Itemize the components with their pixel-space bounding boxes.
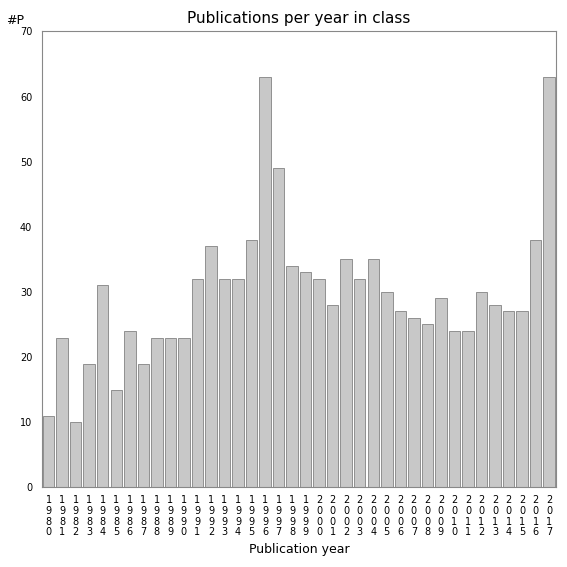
Bar xyxy=(422,324,433,487)
Text: #P: #P xyxy=(6,14,24,27)
Bar xyxy=(138,363,149,487)
Bar xyxy=(327,305,338,487)
Bar xyxy=(543,77,555,487)
Bar xyxy=(408,318,420,487)
Bar xyxy=(354,279,366,487)
Bar xyxy=(489,305,501,487)
Bar xyxy=(448,331,460,487)
Bar xyxy=(43,416,54,487)
Bar xyxy=(232,279,244,487)
Bar xyxy=(70,422,82,487)
Bar xyxy=(381,292,392,487)
Bar xyxy=(503,311,514,487)
Bar xyxy=(314,279,325,487)
Bar xyxy=(367,259,379,487)
Bar xyxy=(286,266,298,487)
Bar xyxy=(56,337,68,487)
Bar xyxy=(83,363,95,487)
Bar xyxy=(340,259,352,487)
Bar xyxy=(246,240,257,487)
Bar xyxy=(476,292,487,487)
Bar xyxy=(192,279,203,487)
Bar xyxy=(219,279,230,487)
Bar xyxy=(395,311,406,487)
Bar xyxy=(164,337,176,487)
Bar xyxy=(205,246,217,487)
X-axis label: Publication year: Publication year xyxy=(248,543,349,556)
Bar xyxy=(124,331,136,487)
Bar xyxy=(517,311,528,487)
Bar xyxy=(97,285,108,487)
Bar xyxy=(530,240,541,487)
Bar xyxy=(259,77,271,487)
Bar xyxy=(178,337,189,487)
Bar xyxy=(151,337,163,487)
Bar xyxy=(435,298,447,487)
Bar xyxy=(300,272,311,487)
Title: Publications per year in class: Publications per year in class xyxy=(187,11,411,26)
Bar xyxy=(273,168,284,487)
Bar xyxy=(462,331,473,487)
Bar xyxy=(111,390,122,487)
